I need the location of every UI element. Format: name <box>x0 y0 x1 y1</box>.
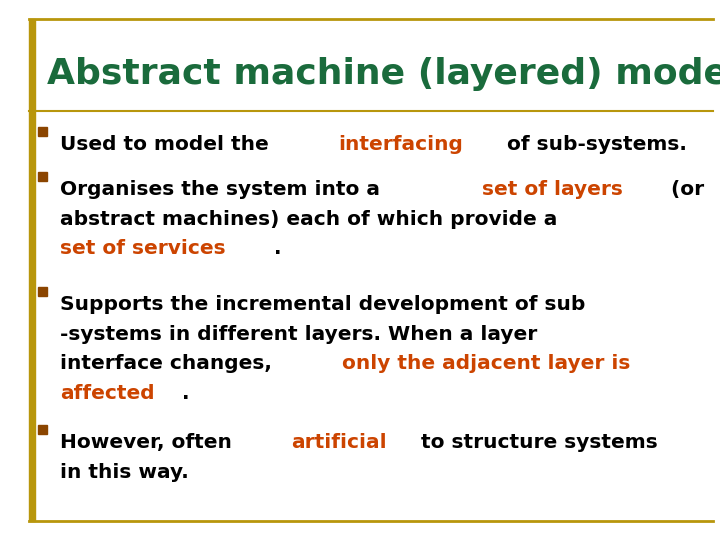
Text: artificial: artificial <box>291 433 387 452</box>
Text: However, often: However, often <box>60 433 239 452</box>
Text: set of layers: set of layers <box>482 180 623 199</box>
Text: in this way.: in this way. <box>60 463 189 482</box>
Text: of sub-systems.: of sub-systems. <box>500 135 686 154</box>
Bar <box>38 287 47 296</box>
Text: (or: (or <box>664 180 704 199</box>
Text: Organises the system into a: Organises the system into a <box>60 180 387 199</box>
Text: .: . <box>274 239 282 259</box>
Text: interfacing: interfacing <box>338 135 463 154</box>
Text: to structure systems: to structure systems <box>414 433 658 452</box>
Text: Used to model the: Used to model the <box>60 135 276 154</box>
Bar <box>38 172 47 181</box>
Bar <box>38 426 47 434</box>
Text: .: . <box>182 384 189 403</box>
Text: abstract machines) each of which provide a: abstract machines) each of which provide… <box>60 210 557 229</box>
Bar <box>38 127 47 137</box>
Text: affected: affected <box>60 384 155 403</box>
Text: only the adjacent layer is: only the adjacent layer is <box>343 354 631 374</box>
Text: Supports the incremental development of sub: Supports the incremental development of … <box>60 295 585 314</box>
Text: interface changes,: interface changes, <box>60 354 279 374</box>
Text: -systems in different layers. When a layer: -systems in different layers. When a lay… <box>60 325 537 344</box>
Text: Abstract machine (layered) model: Abstract machine (layered) model <box>47 57 720 91</box>
Text: set of services: set of services <box>60 239 225 259</box>
